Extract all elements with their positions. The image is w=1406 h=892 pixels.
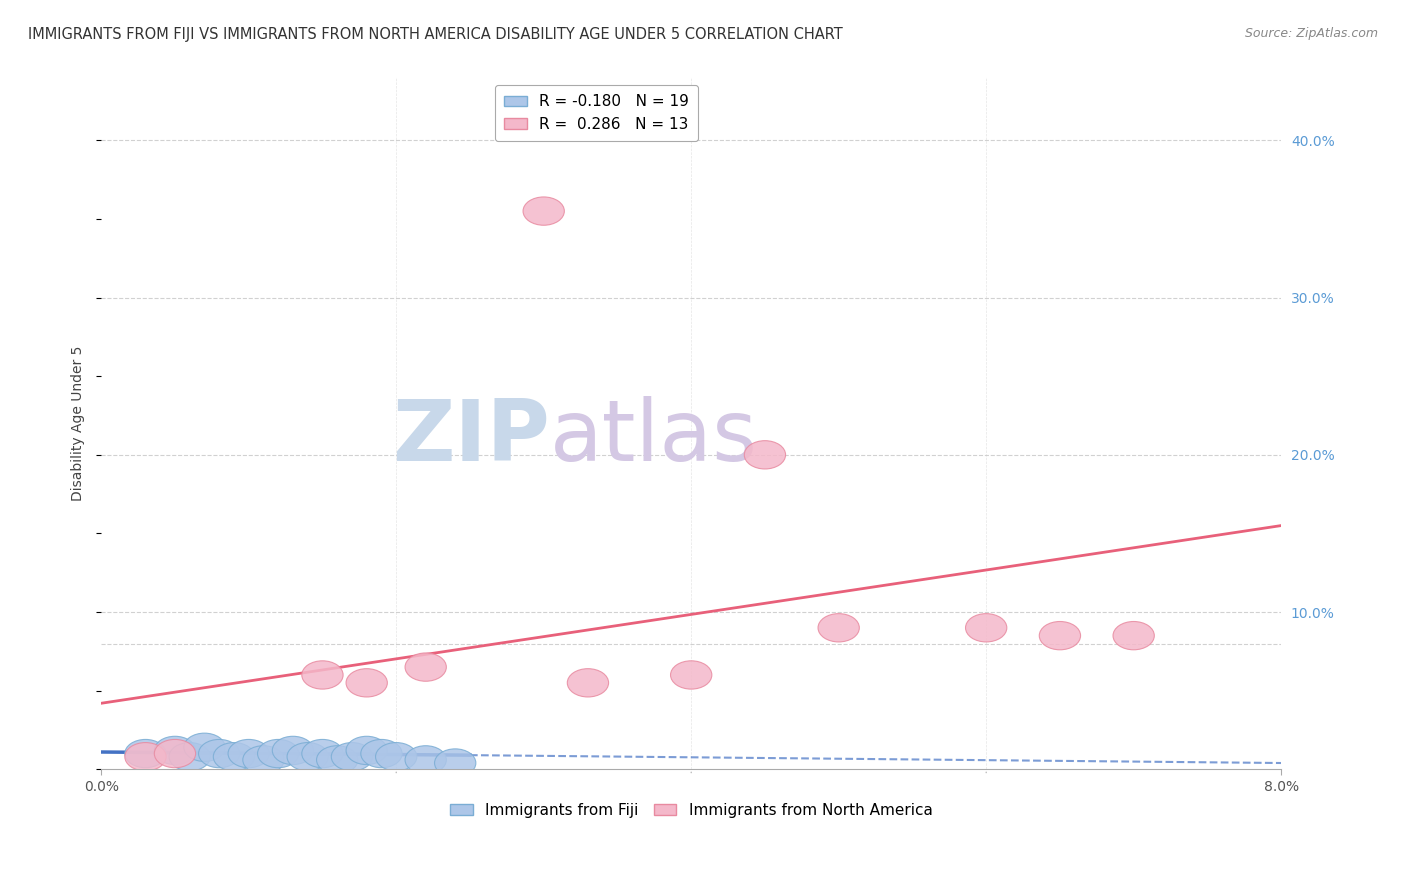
Ellipse shape xyxy=(155,739,195,768)
Ellipse shape xyxy=(361,739,402,768)
Ellipse shape xyxy=(214,742,254,771)
Ellipse shape xyxy=(346,736,387,764)
Ellipse shape xyxy=(302,739,343,768)
Ellipse shape xyxy=(523,197,564,226)
Ellipse shape xyxy=(405,653,446,681)
Ellipse shape xyxy=(125,742,166,771)
Ellipse shape xyxy=(567,669,609,697)
Ellipse shape xyxy=(405,746,446,774)
Ellipse shape xyxy=(169,742,211,771)
Ellipse shape xyxy=(184,733,225,762)
Text: atlas: atlas xyxy=(550,396,758,479)
Ellipse shape xyxy=(332,742,373,771)
Ellipse shape xyxy=(287,742,329,771)
Ellipse shape xyxy=(1039,622,1081,649)
Text: IMMIGRANTS FROM FIJI VS IMMIGRANTS FROM NORTH AMERICA DISABILITY AGE UNDER 5 COR: IMMIGRANTS FROM FIJI VS IMMIGRANTS FROM … xyxy=(28,27,842,42)
Ellipse shape xyxy=(346,669,387,697)
Ellipse shape xyxy=(818,614,859,642)
Ellipse shape xyxy=(1114,622,1154,649)
Ellipse shape xyxy=(228,739,270,768)
Legend: Immigrants from Fiji, Immigrants from North America: Immigrants from Fiji, Immigrants from No… xyxy=(444,797,939,824)
Text: ZIP: ZIP xyxy=(392,396,550,479)
Ellipse shape xyxy=(198,739,240,768)
Ellipse shape xyxy=(316,746,359,774)
Ellipse shape xyxy=(155,736,195,764)
Text: Source: ZipAtlas.com: Source: ZipAtlas.com xyxy=(1244,27,1378,40)
Ellipse shape xyxy=(671,661,711,690)
Ellipse shape xyxy=(257,739,299,768)
Ellipse shape xyxy=(302,661,343,690)
Ellipse shape xyxy=(375,742,416,771)
Ellipse shape xyxy=(966,614,1007,642)
Y-axis label: Disability Age Under 5: Disability Age Under 5 xyxy=(72,346,86,501)
Ellipse shape xyxy=(744,441,786,469)
Ellipse shape xyxy=(434,749,475,777)
Ellipse shape xyxy=(243,746,284,774)
Ellipse shape xyxy=(125,739,166,768)
Ellipse shape xyxy=(273,736,314,764)
